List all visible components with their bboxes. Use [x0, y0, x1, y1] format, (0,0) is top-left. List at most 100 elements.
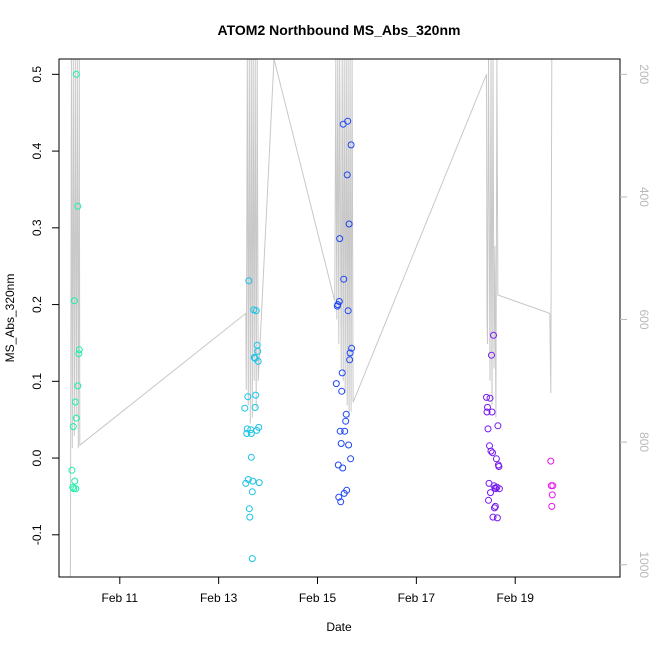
data-point — [342, 417, 350, 425]
secondary-y-tick-label: 800 — [637, 432, 650, 452]
secondary-y-tick-label: 400 — [637, 187, 650, 207]
x-tick-label: Feb 11 — [102, 591, 139, 605]
data-points-layer — [68, 70, 557, 563]
y-axis: -0.1 0.0 0.1 0.2 0.3 0.4 0.5 — [30, 66, 59, 545]
data-point — [348, 344, 356, 352]
data-point — [72, 70, 80, 78]
chart-title: ATOM2 Northbound MS_Abs_320nm — [218, 22, 461, 38]
data-point — [72, 485, 80, 493]
data-point — [490, 331, 497, 339]
data-point — [249, 477, 257, 485]
data-point — [247, 430, 255, 437]
data-point — [346, 349, 354, 357]
data-point — [336, 235, 344, 243]
data-point — [492, 455, 500, 463]
data-point — [487, 447, 495, 455]
data-point — [248, 555, 256, 563]
data-point — [241, 404, 249, 412]
data-point — [334, 461, 342, 469]
data-point — [549, 482, 557, 490]
data-point — [75, 350, 83, 358]
data-point — [75, 346, 83, 354]
data-point — [484, 403, 491, 411]
data-point — [344, 307, 352, 315]
data-point — [491, 504, 498, 512]
plot-frame — [58, 58, 621, 578]
data-point — [243, 425, 251, 433]
data-point — [70, 485, 78, 493]
data-point — [74, 202, 82, 210]
data-point — [494, 422, 502, 430]
data-point — [245, 277, 253, 285]
data-point — [489, 513, 497, 521]
data-point — [245, 505, 253, 513]
depth-profile-line — [69, 58, 553, 578]
data-point — [344, 117, 352, 125]
x-axis: Feb 11 Feb 13 Feb 15 Feb 17 Feb 19 — [102, 577, 535, 605]
data-point — [71, 477, 79, 485]
secondary-y-tick-label: 600 — [637, 309, 650, 329]
y-tick-label: -0.1 — [30, 524, 44, 545]
data-point — [491, 502, 499, 510]
data-point — [335, 493, 343, 501]
data-point — [345, 441, 353, 449]
y-tick-label: 0.4 — [30, 142, 44, 159]
x-axis-label: Date — [326, 620, 352, 634]
data-point — [244, 476, 252, 483]
data-point — [336, 427, 344, 435]
x-tick-label: Feb 15 — [299, 591, 337, 605]
data-point — [69, 423, 77, 431]
data-point — [483, 408, 491, 416]
data-point — [244, 393, 252, 401]
data-point — [486, 394, 494, 402]
data-point — [251, 403, 259, 411]
y-tick-label: 0.0 — [30, 449, 44, 466]
data-point — [493, 514, 501, 522]
data-point — [337, 440, 345, 447]
data-point — [74, 382, 82, 390]
y-tick-label: 0.2 — [30, 296, 44, 313]
x-tick-label: Feb 13 — [200, 591, 238, 605]
data-point — [255, 479, 263, 487]
data-point — [252, 391, 260, 399]
y-axis-label: MS_Abs_320nm — [3, 274, 17, 363]
data-point — [347, 455, 355, 463]
data-point — [339, 464, 347, 472]
data-point — [254, 347, 262, 355]
data-point — [337, 498, 345, 506]
x-tick-label: Feb 17 — [398, 591, 436, 605]
data-point — [72, 414, 80, 422]
data-point — [338, 387, 346, 395]
depth-profile-layer — [69, 58, 553, 578]
data-point — [340, 275, 348, 283]
data-point — [495, 485, 503, 493]
data-point — [488, 351, 495, 359]
data-point — [253, 341, 261, 349]
data-point — [247, 453, 255, 461]
data-point — [492, 485, 500, 493]
data-point — [250, 354, 258, 361]
data-point — [255, 423, 263, 431]
y-tick-label: 0.1 — [30, 373, 44, 390]
secondary-y-tick-label: 200 — [637, 64, 650, 84]
data-point — [495, 463, 503, 470]
data-point — [347, 141, 355, 149]
data-point — [335, 298, 343, 305]
y-tick-label: 0.5 — [30, 66, 44, 83]
data-point — [483, 393, 490, 401]
y-tick-label: 0.3 — [30, 219, 44, 236]
data-point — [548, 491, 556, 499]
secondary-y-tick-label: 1000 — [637, 551, 650, 578]
data-point — [246, 513, 254, 521]
data-point — [488, 408, 496, 416]
data-point — [243, 430, 251, 437]
data-point — [343, 486, 351, 494]
secondary-y-axis: 200 400 600 800 1000 — [620, 64, 650, 578]
data-point — [332, 380, 340, 388]
x-tick-label: Feb 19 — [497, 591, 535, 605]
data-point — [68, 466, 76, 474]
data-point — [343, 171, 351, 179]
data-point — [548, 502, 556, 510]
data-point — [248, 488, 256, 496]
data-point — [485, 496, 492, 504]
